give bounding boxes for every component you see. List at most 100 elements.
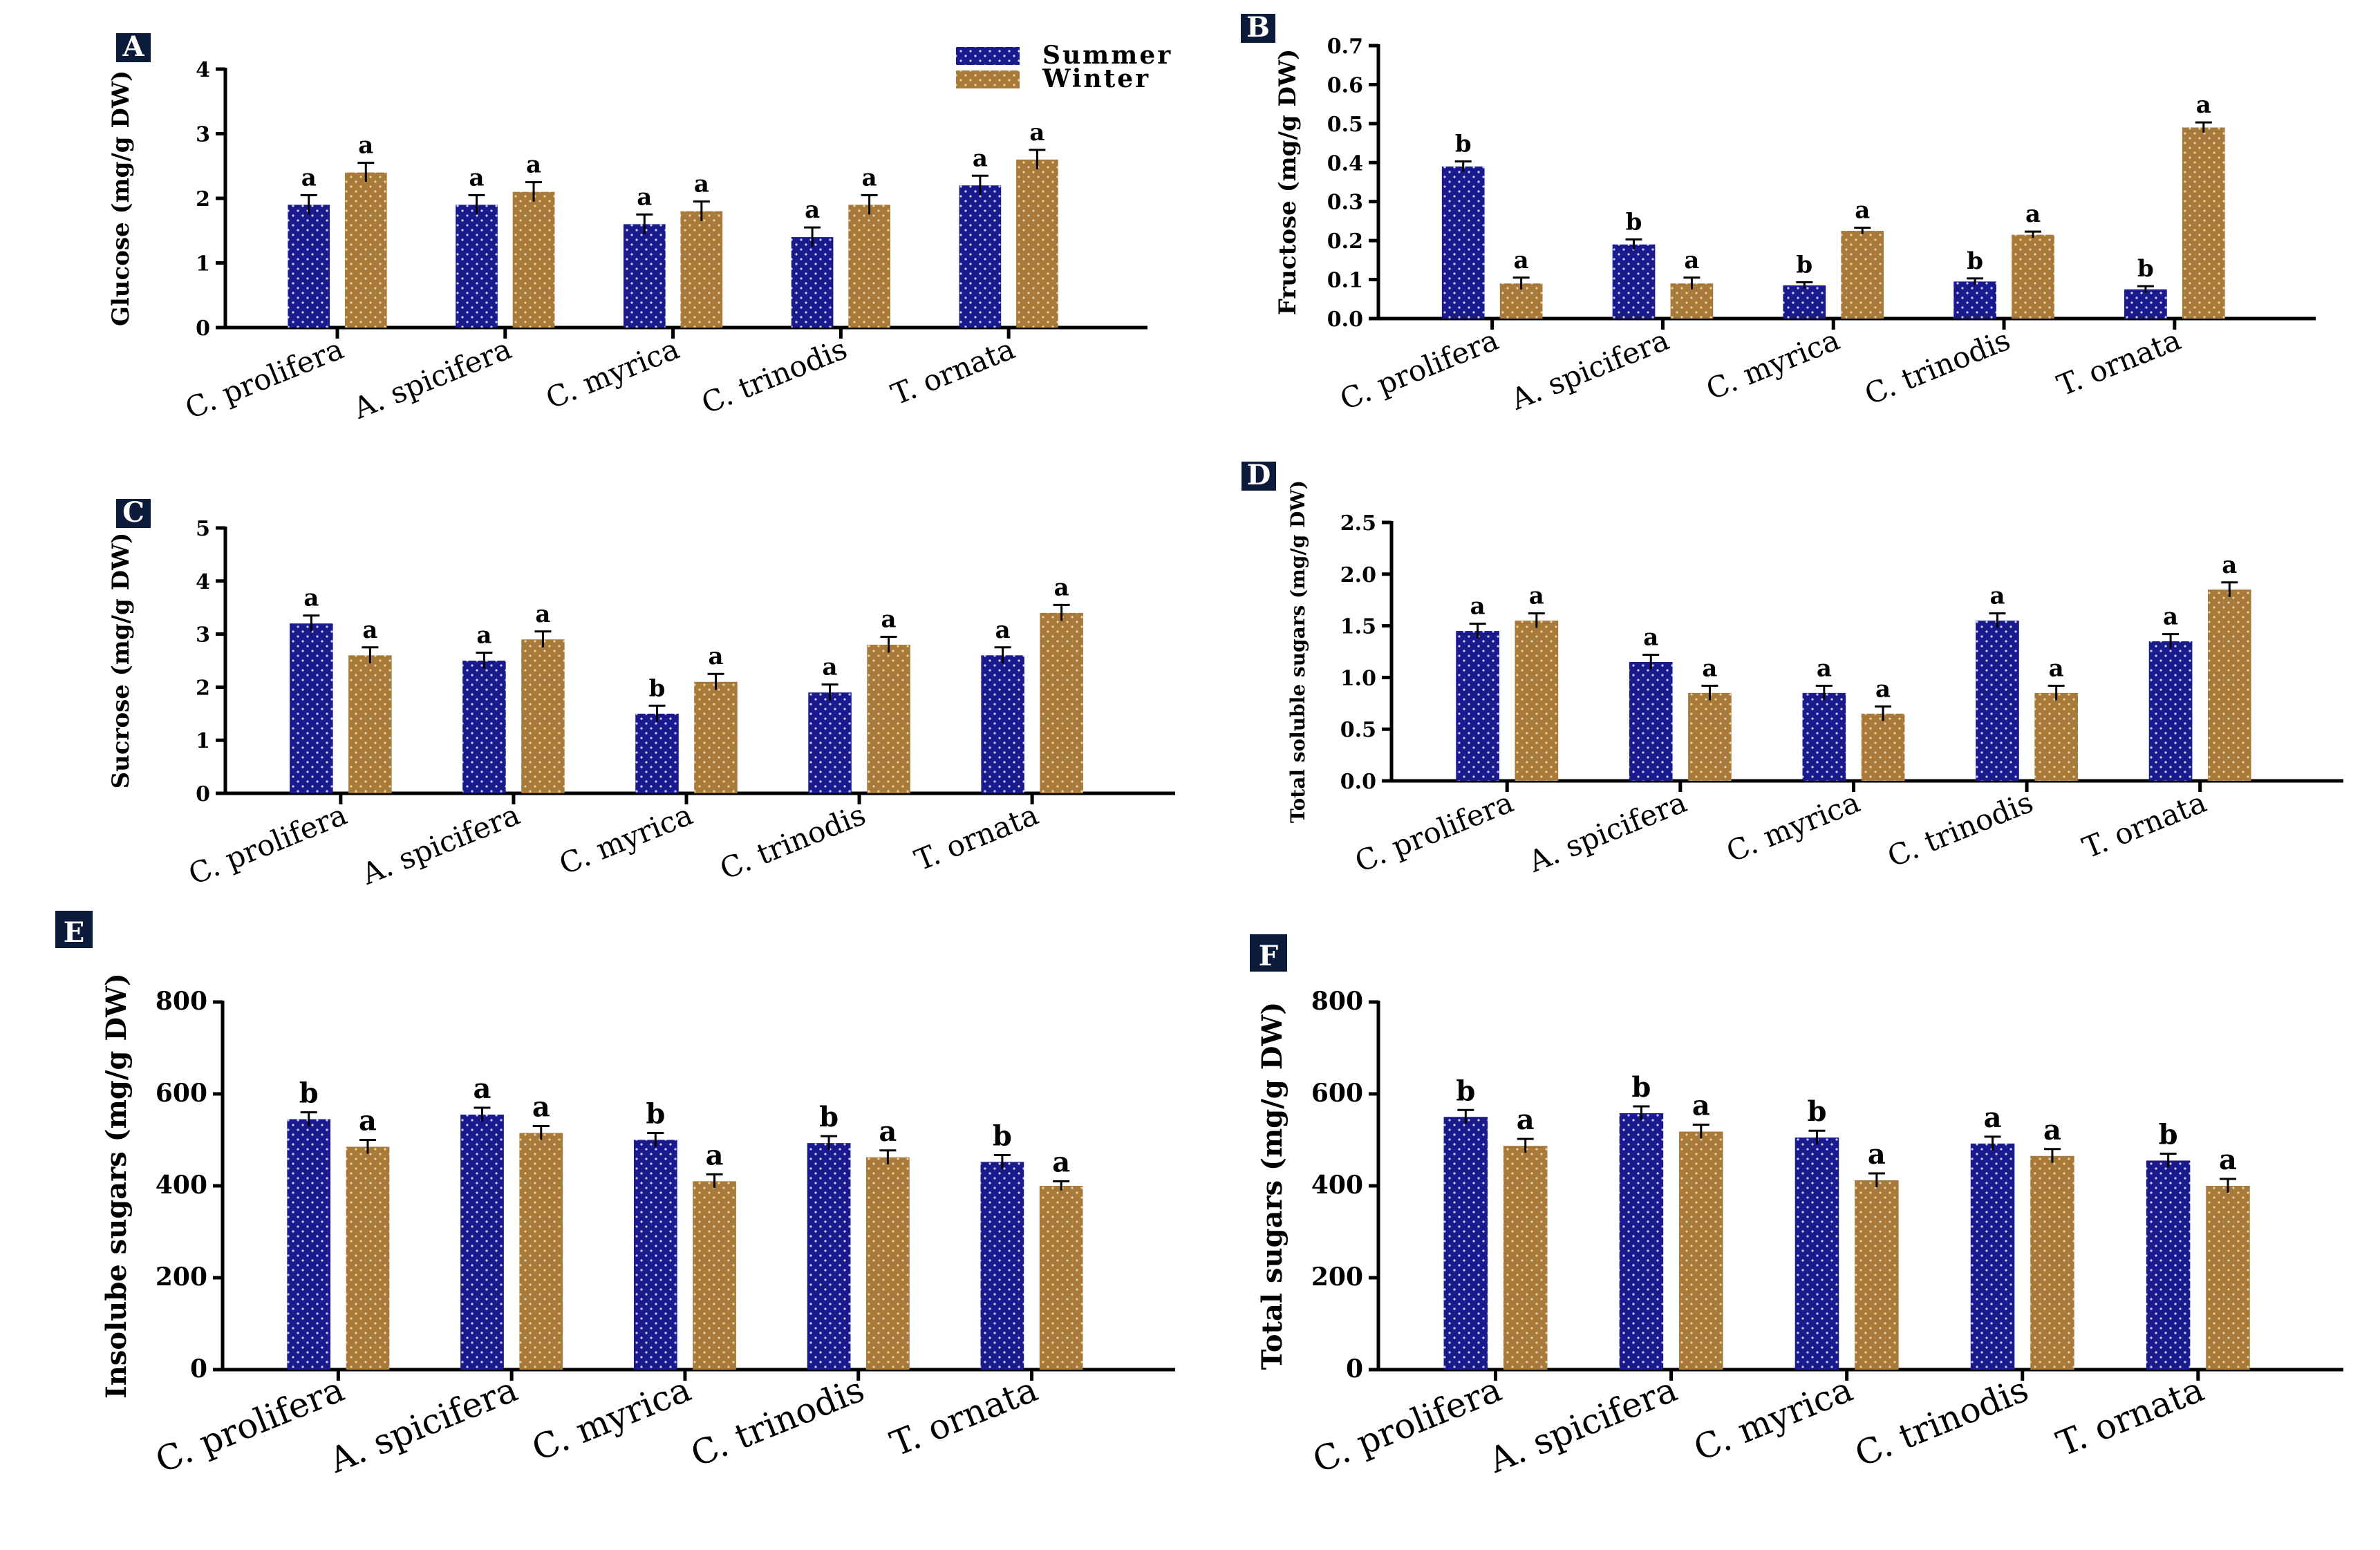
- y-tick-label-C: 4: [196, 570, 210, 594]
- sig-letter-F: a: [1984, 1102, 2002, 1134]
- sig-letter-E: a: [706, 1139, 724, 1171]
- bar-E-winter: [519, 1133, 563, 1370]
- bar-A-winter: [512, 191, 555, 328]
- sig-letter-B: a: [1514, 247, 1529, 274]
- x-category-label-F: C. myrica: [1688, 1369, 1858, 1468]
- bar-C-summer: [981, 655, 1024, 793]
- bar-D-winter: [1515, 621, 1559, 781]
- bar-A-summer: [623, 224, 666, 328]
- bar-F-summer: [1443, 1117, 1488, 1370]
- y-tick-label-C: 2: [196, 676, 210, 700]
- bar-A-winter: [848, 205, 890, 328]
- x-category-label-B: C. prolifera: [1336, 323, 1503, 417]
- sig-letter-E: b: [299, 1077, 319, 1110]
- y-tick-label-C: 1: [196, 729, 210, 753]
- bar-D-winter: [2034, 692, 2078, 781]
- x-category-label-C: C. trinodis: [715, 797, 870, 887]
- bar-A-winter: [680, 211, 723, 328]
- sig-letter-D: a: [1470, 593, 1486, 621]
- sig-letter-D: a: [1817, 654, 1832, 682]
- legend-swatch-summer: [956, 47, 1020, 65]
- bar-F-winter: [1855, 1180, 1899, 1370]
- sig-letter-C: a: [823, 654, 838, 681]
- panel-label-D: D: [1247, 459, 1271, 491]
- y-tick-label-E: 400: [156, 1171, 207, 1200]
- sig-letter-F: a: [1692, 1090, 1710, 1122]
- y-tick-label-B: 0.7: [1327, 35, 1363, 59]
- sig-letter-A: a: [1029, 119, 1044, 147]
- sig-letter-B: a: [2196, 91, 2211, 119]
- sig-letter-E: b: [819, 1101, 838, 1133]
- bar-C-winter: [867, 644, 910, 793]
- x-category-label-E: C. myrica: [527, 1369, 697, 1468]
- panel-label-A: A: [122, 30, 144, 63]
- x-category-label-E: C. trinodis: [686, 1369, 870, 1475]
- y-tick-label-F: 400: [1311, 1171, 1363, 1200]
- sig-letter-D: a: [1529, 583, 1544, 610]
- sig-letter-D: a: [1702, 654, 1717, 682]
- y-tick-label-D: 0.5: [1340, 718, 1376, 742]
- x-category-label-B: C. trinodis: [1860, 323, 2015, 412]
- y-axis-label-D: Total soluble sugars (mg/g DW): [1286, 480, 1309, 823]
- sig-letter-E: a: [1052, 1146, 1070, 1178]
- x-category-label-C: A. spicifera: [357, 797, 525, 891]
- x-category-label-A: C. myrica: [541, 332, 684, 415]
- y-tick-label-D: 0.0: [1340, 770, 1376, 794]
- bar-A-summer: [456, 205, 498, 328]
- sig-letter-B: b: [1796, 252, 1812, 279]
- sig-letter-E: b: [646, 1098, 665, 1131]
- panel-label-box-C: [116, 499, 151, 528]
- sig-letter-C: a: [476, 621, 491, 649]
- y-axis-label-F: Total sugars (mg/g DW): [1256, 1002, 1289, 1370]
- y-tick-label-F: 0: [1346, 1354, 1363, 1383]
- sig-letter-F: a: [1868, 1138, 1886, 1171]
- x-category-label-D: C. prolifera: [1350, 785, 1518, 879]
- panel-label-box-D: [1241, 462, 1276, 491]
- x-category-label-C: C. myrica: [554, 797, 697, 881]
- y-tick-label-D: 2.5: [1340, 511, 1376, 536]
- x-category-label-E: T. ornata: [885, 1369, 1043, 1464]
- y-tick-label-B: 0.3: [1327, 191, 1363, 215]
- sig-letter-E: a: [474, 1072, 491, 1105]
- sig-letter-B: b: [1967, 247, 1983, 275]
- bar-D-summer: [1802, 692, 1846, 781]
- y-tick-label-B: 0.0: [1327, 308, 1363, 332]
- y-tick-label-E: 0: [190, 1354, 207, 1383]
- x-category-label-A: C. prolifera: [180, 332, 348, 426]
- panel-F: F 0 200 400 600 800 Total sugars (mg/g DW) b a C.…: [1250, 934, 2343, 1481]
- panel-label-box-A: [116, 33, 151, 62]
- bar-E-winter: [1039, 1186, 1083, 1370]
- panel-C: C 0 1 2 3 4 5 Sucrose (mg/g DW) a a C. prolifera a a…: [107, 496, 1175, 891]
- y-tick-label-E: 200: [156, 1263, 207, 1292]
- bar-D-summer: [1976, 621, 2019, 781]
- sig-letter-F: a: [1517, 1104, 1535, 1136]
- bar-E-summer: [633, 1140, 677, 1370]
- bar-B-summer: [1953, 281, 1996, 319]
- bar-A-summer: [791, 237, 834, 328]
- sig-letter-F: a: [2043, 1114, 2061, 1146]
- sig-letter-C: a: [708, 643, 723, 670]
- sig-letter-A: a: [862, 164, 877, 191]
- bar-F-winter: [2206, 1186, 2250, 1370]
- bar-B-summer: [1441, 166, 1485, 319]
- x-category-label-E: C. prolifera: [150, 1369, 350, 1481]
- bar-F-summer: [2146, 1160, 2191, 1370]
- sig-letter-F: b: [1807, 1095, 1826, 1128]
- sig-letter-A: a: [973, 144, 988, 172]
- x-category-label-B: T. ornata: [2052, 323, 2186, 403]
- bar-E-winter: [693, 1181, 736, 1370]
- x-category-label-F: T. ornata: [2051, 1369, 2209, 1464]
- bar-F-winter: [1679, 1131, 1723, 1370]
- bar-B-winter: [2012, 234, 2054, 319]
- bar-C-winter: [348, 655, 392, 793]
- y-tick-label-B: 0.4: [1327, 151, 1363, 176]
- sig-letter-C: a: [535, 601, 550, 628]
- x-category-label-F: C. prolifera: [1307, 1369, 1507, 1481]
- y-tick-label-C: 5: [196, 517, 210, 541]
- legend-swatch-winter: [956, 70, 1020, 88]
- bar-D-summer: [1629, 661, 1673, 781]
- sig-letter-A: a: [694, 171, 709, 198]
- sig-letter-A: a: [469, 164, 484, 191]
- y-tick-label-F: 600: [1311, 1079, 1363, 1108]
- sig-letter-E: b: [993, 1119, 1012, 1152]
